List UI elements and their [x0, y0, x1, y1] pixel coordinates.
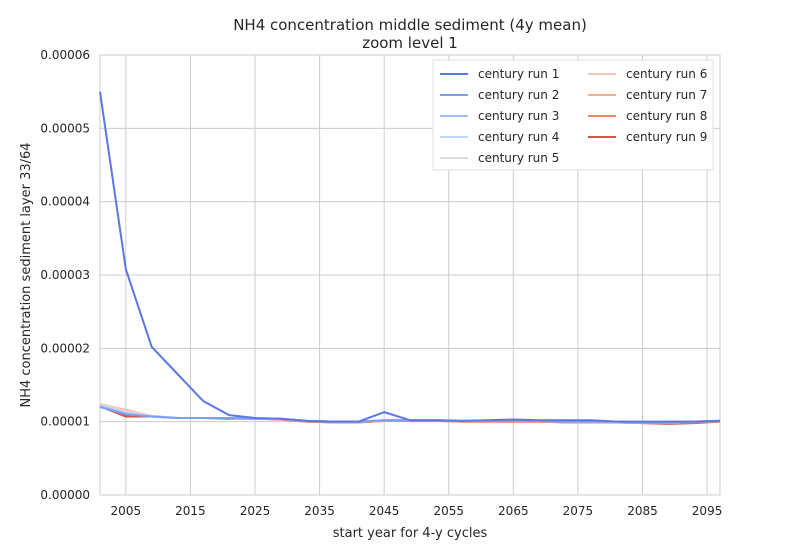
- y-axis-label: NH4 concentration sediment layer 33/64: [19, 142, 34, 407]
- legend-label-4: century run 4: [478, 130, 559, 144]
- x-tick-label: 2015: [175, 504, 206, 518]
- legend-label-5: century run 5: [478, 151, 559, 165]
- legend-box: [432, 59, 714, 171]
- x-tick-label: 2055: [433, 504, 464, 518]
- x-tick-label: 2085: [627, 504, 658, 518]
- x-axis-label: start year for 4-y cycles: [333, 526, 488, 541]
- chart-title: NH4 concentration middle sediment (4y me…: [233, 16, 587, 34]
- x-tick-label: 2005: [111, 504, 142, 518]
- legend-label-9: century run 9: [626, 130, 707, 144]
- x-tick-label: 2075: [563, 504, 594, 518]
- y-tick-label: 0.00000: [40, 488, 90, 502]
- y-tick-label: 0.00003: [40, 268, 90, 282]
- chart-subtitle: zoom level 1: [362, 34, 458, 52]
- legend-label-6: century run 6: [626, 67, 707, 81]
- legend-label-8: century run 8: [626, 109, 707, 123]
- plot-frame: [99, 54, 721, 496]
- legend-label-7: century run 7: [626, 88, 707, 102]
- x-tick-label: 2045: [369, 504, 400, 518]
- tick-labels: 2005 2015 2025 2035 2045 2055 2065 2075 2085 2095…: [40, 48, 722, 518]
- x-tick-label: 2065: [498, 504, 529, 518]
- y-tick-label: 0.00005: [40, 121, 90, 135]
- legend-items: century run 1 century run 2 century run 3 c…: [440, 67, 707, 165]
- legend-label-2: century run 2: [478, 88, 559, 102]
- x-tick-label: 2095: [692, 504, 723, 518]
- x-tick-label: 2025: [240, 504, 271, 518]
- x-tick-label: 2035: [304, 504, 335, 518]
- series-lines: [99, 91, 721, 425]
- y-tick-label: 0.00004: [40, 195, 90, 209]
- y-tick-label: 0.00006: [40, 48, 90, 62]
- y-tick-label: 0.00001: [40, 415, 90, 429]
- y-tick-label: 0.00002: [40, 341, 90, 355]
- series-line-1: [99, 91, 721, 423]
- legend-label-3: century run 3: [478, 109, 559, 123]
- legend: century run 1 century run 2 century run 3 c…: [432, 59, 714, 171]
- legend-label-1: century run 1: [478, 67, 559, 81]
